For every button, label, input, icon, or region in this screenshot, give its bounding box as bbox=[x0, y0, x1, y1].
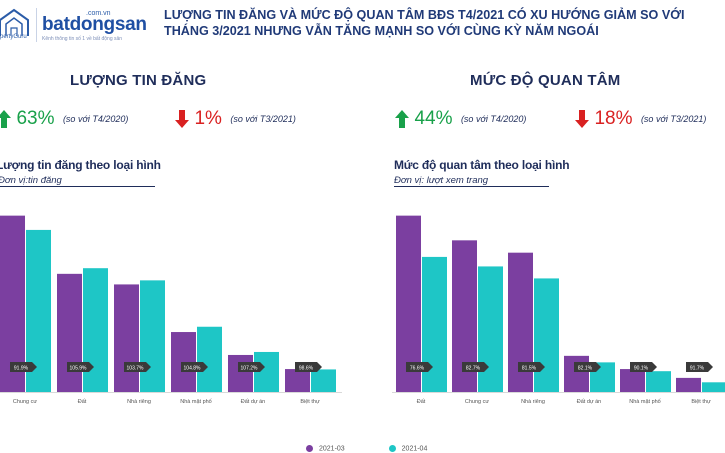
left-chart-underline bbox=[0, 186, 155, 187]
right-label-marker-1 bbox=[462, 362, 489, 372]
right-label-marker-3 bbox=[574, 362, 601, 372]
right-bar-2021-03-3 bbox=[564, 355, 589, 392]
legend-label-2021-04: 2021-04 bbox=[401, 445, 428, 453]
right-data-label-5: 91.7% bbox=[690, 366, 705, 372]
left-bar-2021-03-1 bbox=[57, 273, 82, 392]
right-stat-down-value: 18% bbox=[594, 108, 633, 129]
left-bar-2021-04-3 bbox=[197, 326, 222, 392]
left-label-marker-4 bbox=[238, 362, 265, 372]
left-chart-title: Lượng tin đăng theo loại hình bbox=[0, 158, 161, 172]
left-category-label-4: Đất dự án bbox=[241, 399, 265, 405]
right-chart-underline bbox=[394, 186, 549, 187]
left-label-marker-5 bbox=[295, 362, 322, 372]
left-label-marker-1 bbox=[67, 362, 94, 372]
right-label-marker-5 bbox=[686, 362, 713, 372]
right-data-label-1: 82.7% bbox=[466, 366, 481, 372]
left-label-marker-0 bbox=[10, 362, 37, 372]
page-headline: LƯỢNG TIN ĐĂNG VÀ MỨC ĐỘ QUAN TÂM BĐS T4… bbox=[164, 7, 725, 39]
right-chart-unit: Đơn vị: lượt xem trang bbox=[394, 175, 489, 186]
left-data-label-5: 98.6% bbox=[299, 366, 314, 372]
right-label-marker-2 bbox=[518, 362, 545, 372]
legend-swatch-2021-04 bbox=[388, 445, 396, 452]
right-stat-down-compare: (so với T3/2021) bbox=[640, 114, 707, 124]
header: pertyGuru .com.vn batdongsan Kênh thông … bbox=[0, 0, 725, 56]
arrow-up-icon bbox=[0, 110, 11, 128]
right-chart-title: Mức độ quan tâm theo loại hình bbox=[394, 158, 570, 172]
left-stat-down-value: 1% bbox=[194, 108, 222, 129]
logo-divider bbox=[36, 8, 37, 42]
left-bar-2021-03-2 bbox=[114, 284, 139, 392]
arrow-down-icon bbox=[575, 110, 589, 128]
left-data-label-3: 104.8% bbox=[184, 366, 202, 372]
right-bar-2021-03-5 bbox=[676, 377, 701, 392]
right-bar-2021-04-5 bbox=[702, 382, 725, 392]
left-bar-2021-03-5 bbox=[285, 369, 310, 392]
left-data-label-4: 107.2% bbox=[241, 366, 259, 372]
right-category-label-0: Đất bbox=[417, 399, 426, 405]
left-panel-title: LƯỢNG TIN ĐĂNG bbox=[70, 72, 207, 89]
right-category-label-4: Nhà mặt phố bbox=[629, 399, 661, 405]
left-chart-unit: Đơn vị:tin đăng bbox=[0, 175, 62, 186]
arrow-up-icon bbox=[395, 110, 409, 128]
legend-item-2021-04: 2021-04 bbox=[388, 445, 428, 453]
left-stat-up: 63% (so với T4/2020) bbox=[0, 108, 128, 134]
left-label-marker-2 bbox=[124, 362, 151, 372]
headline-line-1: LƯỢNG TIN ĐĂNG VÀ MỨC ĐỘ QUAN TÂM BĐS T4… bbox=[164, 8, 685, 22]
right-data-label-4: 90.1% bbox=[634, 366, 649, 372]
left-stat-down: 1% (so với T3/2021) bbox=[174, 108, 296, 134]
left-bar-2021-04-2 bbox=[140, 280, 165, 392]
left-data-label-2: 103.7% bbox=[127, 366, 145, 372]
arrow-down-icon bbox=[175, 110, 189, 128]
right-stat-up-value: 44% bbox=[414, 108, 453, 129]
brand-tagline: Kênh thông tin số 1 về bất động sản bbox=[42, 36, 123, 42]
brand-name: batdongsan bbox=[42, 14, 147, 35]
left-stat-down-compare: (so với T3/2021) bbox=[230, 114, 296, 124]
propertyguru-logo-text: pertyGuru bbox=[0, 34, 27, 40]
left-data-label-1: 105.9% bbox=[70, 366, 88, 372]
right-category-label-3: Đất dự án bbox=[577, 399, 601, 405]
brand-domain: .com.vn bbox=[86, 10, 111, 17]
left-bar-2021-03-4 bbox=[228, 354, 253, 392]
headline-line-2: THÁNG 3/2021 NHƯNG VẪN TĂNG MẠNH SO VỚI … bbox=[164, 24, 599, 38]
left-category-label-2: Nhà riêng bbox=[127, 399, 151, 405]
right-category-label-5: Biệt thự bbox=[691, 399, 711, 405]
right-bar-2021-04-2 bbox=[534, 278, 559, 392]
left-category-label-1: Đất bbox=[78, 399, 87, 405]
right-data-label-3: 82.1% bbox=[578, 366, 593, 372]
right-bar-2021-04-4 bbox=[646, 371, 671, 392]
left-data-label-0: 91.9% bbox=[14, 366, 29, 372]
right-bar-2021-03-4 bbox=[620, 369, 645, 392]
right-stat-up: 44% (so với T4/2020) bbox=[394, 108, 526, 134]
legend-item-2021-03: 2021-03 bbox=[306, 445, 345, 452]
right-label-marker-4 bbox=[630, 362, 657, 372]
left-label-marker-3 bbox=[181, 362, 208, 372]
legend-swatch-2021-03 bbox=[306, 445, 313, 452]
left-bar-2021-04-1 bbox=[83, 268, 108, 392]
right-stat-down: 18% (so với T3/2021) bbox=[574, 108, 706, 134]
legend-label-2021-03: 2021-03 bbox=[319, 445, 345, 453]
right-label-marker-0 bbox=[406, 362, 433, 372]
right-panel-title: MỨC ĐỘ QUAN TÂM bbox=[470, 72, 621, 89]
right-stat-up-compare: (so với T4/2020) bbox=[460, 114, 527, 124]
left-stat-up-compare: (so với T4/2020) bbox=[62, 114, 129, 124]
left-category-label-0: Chung cư bbox=[13, 399, 37, 405]
left-category-label-5: Biệt thự bbox=[300, 399, 320, 405]
right-data-label-2: 81.5% bbox=[522, 366, 537, 372]
right-category-label-2: Nhà riêng bbox=[521, 399, 545, 405]
right-data-label-0: 76.6% bbox=[410, 366, 425, 372]
right-category-label-1: Chung cư bbox=[465, 399, 489, 405]
left-bar-2021-04-5 bbox=[311, 369, 336, 392]
right-bar-2021-04-1 bbox=[478, 266, 503, 392]
propertyguru-logo-icon bbox=[0, 8, 29, 36]
chart-legend: 2021-03 2021-04 bbox=[306, 445, 469, 453]
left-category-label-3: Nhà mặt phố bbox=[180, 399, 212, 405]
left-stat-up-value: 63% bbox=[16, 108, 55, 129]
